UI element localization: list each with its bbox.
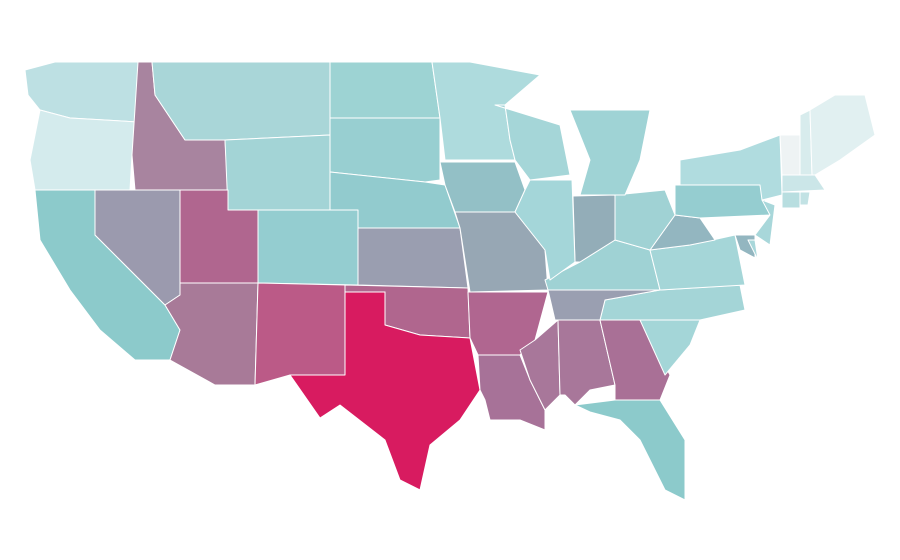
state: [781, 191, 801, 209]
states: [24, 61, 876, 501]
state: [781, 174, 826, 193]
state: [569, 109, 651, 196]
state: [809, 94, 876, 176]
state: [799, 191, 811, 206]
state: [289, 291, 481, 491]
state: [151, 61, 331, 141]
state: [439, 161, 526, 213]
state: [164, 282, 259, 386]
state: [747, 239, 759, 261]
state: [514, 179, 576, 281]
state: [574, 399, 686, 501]
state: [329, 117, 441, 183]
state: [29, 109, 139, 191]
state: [477, 354, 546, 431]
state: [329, 61, 441, 119]
state: [257, 209, 359, 286]
state: [714, 234, 756, 259]
state: [224, 134, 331, 211]
state: [674, 184, 771, 219]
state: [754, 199, 776, 246]
state: [254, 282, 346, 386]
state: [494, 104, 571, 181]
state: [357, 227, 469, 289]
state: [779, 134, 801, 176]
state: [679, 134, 783, 201]
